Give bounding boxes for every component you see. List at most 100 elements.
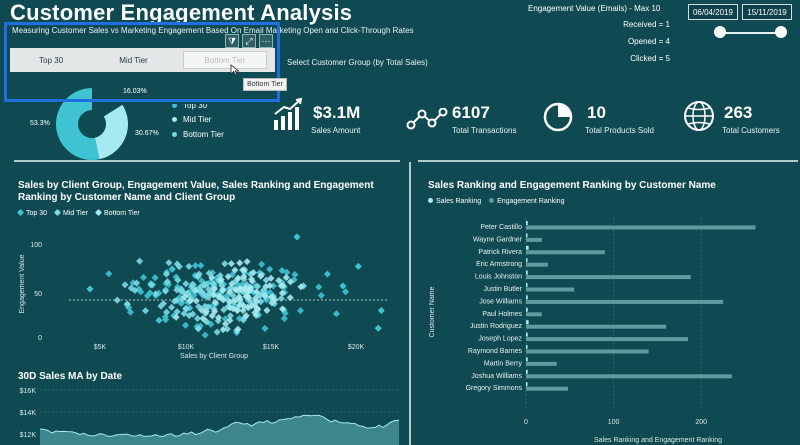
- scatter-point[interactable]: [243, 258, 251, 266]
- scatter-point[interactable]: [315, 283, 323, 291]
- sales-ranking-bar[interactable]: [526, 270, 528, 275]
- focus-mode-icon[interactable]: ⤢: [242, 34, 256, 48]
- scatter-point[interactable]: [323, 270, 331, 278]
- scatter-point[interactable]: [168, 303, 176, 311]
- scatter-point[interactable]: [181, 293, 189, 301]
- scatter-point[interactable]: [192, 297, 200, 305]
- scatter-point[interactable]: [226, 298, 234, 306]
- scatter-point[interactable]: [161, 287, 169, 295]
- ma-line[interactable]: [39, 414, 400, 437]
- scatter-point[interactable]: [293, 233, 301, 241]
- scatter-point[interactable]: [163, 278, 171, 286]
- scatter-point[interactable]: [217, 276, 225, 284]
- engagement-ranking-bar[interactable]: [526, 262, 548, 267]
- scatter-point[interactable]: [201, 331, 209, 339]
- scatter-point[interactable]: [236, 259, 244, 267]
- scatter-point[interactable]: [236, 284, 244, 293]
- scatter-point[interactable]: [282, 274, 290, 282]
- scatter-point[interactable]: [228, 280, 236, 288]
- engagement-ranking-bar[interactable]: [526, 225, 756, 230]
- scatter-chart[interactable]: Engagement Value 100 50 0 $5K $10K $15K …: [14, 222, 404, 362]
- scatter-point[interactable]: [168, 265, 176, 273]
- pie-slice-mid[interactable]: [94, 104, 128, 160]
- scatter-point[interactable]: [182, 304, 190, 313]
- scatter-point[interactable]: [202, 309, 210, 317]
- scatter-point[interactable]: [152, 290, 160, 298]
- scatter-point[interactable]: [159, 300, 167, 308]
- sales-ranking-bar[interactable]: [526, 295, 528, 300]
- sales-ranking-bar[interactable]: [526, 382, 528, 387]
- engagement-ranking-bar[interactable]: [526, 349, 649, 354]
- scatter-point[interactable]: [182, 280, 190, 288]
- scatter-point[interactable]: [226, 316, 234, 324]
- scatter-point[interactable]: [86, 285, 94, 293]
- scatter-point[interactable]: [296, 307, 304, 315]
- more-options-icon[interactable]: ⋯: [259, 34, 273, 48]
- scatter-point[interactable]: [147, 281, 155, 289]
- scatter-point[interactable]: [332, 310, 340, 318]
- scatter-point[interactable]: [297, 283, 305, 291]
- scatter-point[interactable]: [205, 285, 213, 293]
- scatter-point[interactable]: [286, 294, 294, 302]
- scatter-point[interactable]: [244, 303, 252, 311]
- scatter-point[interactable]: [242, 312, 250, 320]
- scatter-point[interactable]: [189, 310, 197, 318]
- scatter-point[interactable]: [163, 308, 171, 316]
- scatter-point[interactable]: [226, 304, 234, 312]
- scatter-point[interactable]: [201, 292, 209, 300]
- date-slider-start-handle[interactable]: [714, 26, 726, 38]
- sales-ranking-bar[interactable]: [526, 369, 528, 374]
- scatter-point[interactable]: [374, 324, 382, 332]
- scatter-point[interactable]: [131, 286, 139, 294]
- pie-slice-bottom[interactable]: [91, 87, 124, 118]
- scatter-point[interactable]: [141, 307, 150, 315]
- scatter-point[interactable]: [171, 297, 179, 305]
- scatter-point[interactable]: [263, 306, 271, 314]
- sales-ranking-bar[interactable]: [526, 357, 528, 362]
- engagement-ranking-bar[interactable]: [526, 287, 575, 292]
- scatter-point[interactable]: [162, 316, 170, 324]
- scatter-point[interactable]: [240, 272, 248, 281]
- sales-ranking-bar[interactable]: [526, 233, 528, 238]
- scatter-point[interactable]: [247, 275, 255, 283]
- scatter-point[interactable]: [211, 308, 219, 316]
- scatter-point[interactable]: [221, 320, 230, 328]
- scatter-point[interactable]: [210, 285, 218, 293]
- ranking-bar-chart[interactable]: Customer Name Sales Ranking and Engageme…: [418, 212, 800, 445]
- scatter-point[interactable]: [136, 257, 144, 265]
- scatter-point[interactable]: [173, 286, 181, 294]
- scatter-point[interactable]: [233, 306, 241, 314]
- sales-ranking-bar[interactable]: [526, 258, 528, 263]
- scatter-point[interactable]: [165, 259, 173, 267]
- scatter-point[interactable]: [173, 308, 181, 316]
- scatter-point[interactable]: [126, 308, 134, 316]
- scatter-point[interactable]: [280, 315, 288, 323]
- scatter-point[interactable]: [121, 281, 129, 289]
- scatter-point[interactable]: [151, 274, 159, 282]
- scatter-point[interactable]: [219, 296, 227, 304]
- scatter-point[interactable]: [185, 262, 193, 270]
- scatter-point[interactable]: [193, 314, 202, 322]
- scatter-point[interactable]: [339, 282, 347, 290]
- engagement-ranking-bar[interactable]: [526, 386, 569, 391]
- scatter-point[interactable]: [162, 270, 170, 278]
- scatter-point[interactable]: [283, 268, 291, 276]
- scatter-point[interactable]: [113, 296, 121, 304]
- sales-ranking-bar[interactable]: [526, 221, 528, 225]
- scatter-point[interactable]: [291, 271, 299, 279]
- scatter-point[interactable]: [186, 297, 194, 305]
- pie-slice-top30[interactable]: [55, 88, 100, 160]
- scatter-point[interactable]: [194, 325, 202, 333]
- ma-line-chart[interactable]: $16K $14K $12K: [14, 382, 404, 445]
- scatter-point[interactable]: [199, 315, 207, 323]
- engagement-ranking-bar[interactable]: [526, 374, 732, 379]
- engagement-ranking-bar[interactable]: [526, 275, 691, 280]
- scatter-point[interactable]: [278, 289, 286, 297]
- scatter-point[interactable]: [189, 280, 197, 289]
- engagement-ranking-bar[interactable]: [526, 361, 557, 366]
- scatter-point[interactable]: [220, 306, 228, 314]
- scatter-point[interactable]: [197, 306, 206, 314]
- sales-ranking-bar[interactable]: [526, 332, 528, 337]
- scatter-point[interactable]: [244, 292, 252, 300]
- engagement-ranking-bar[interactable]: [526, 237, 542, 242]
